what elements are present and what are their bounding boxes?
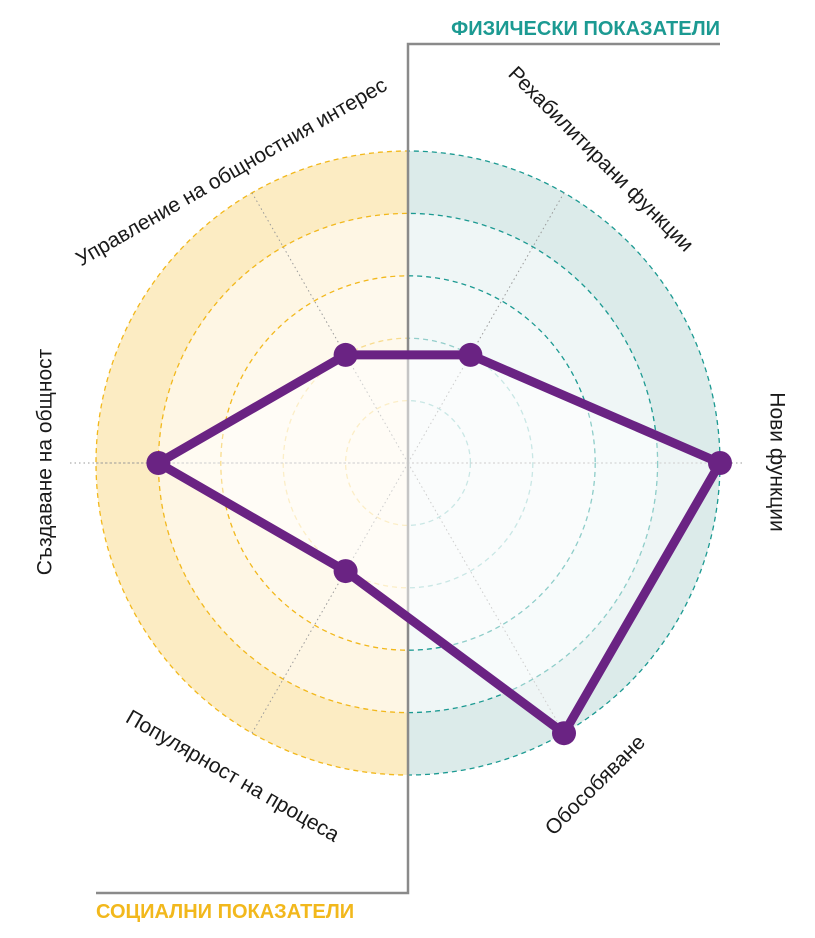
data-point-1: [458, 342, 483, 367]
data-point-5: [146, 451, 171, 475]
data-series: [146, 342, 732, 746]
axis-label-2: Нови функции: [765, 392, 788, 531]
axis-label-3: Обособяване: [541, 731, 650, 840]
data-point-2: [708, 451, 732, 475]
data-point-3: [552, 721, 576, 746]
data-point-4: [333, 559, 358, 584]
social-indicators-title: СОЦИАЛНИ ПОКАЗАТЕЛИ: [96, 901, 354, 923]
axis-label-5: Създаване на общност: [34, 348, 57, 575]
physical-indicators-title: ФИЗИЧЕСКИ ПОКАЗАТЕЛИ: [451, 18, 720, 40]
data-point-6: [333, 342, 358, 367]
series-area: [158, 354, 720, 734]
